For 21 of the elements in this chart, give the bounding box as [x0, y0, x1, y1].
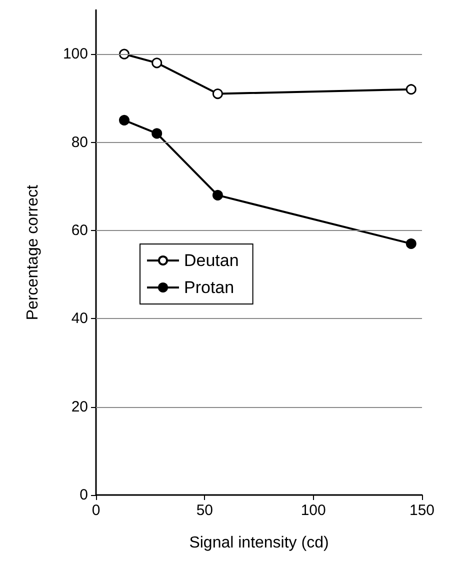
- legend-label: Deutan: [184, 251, 239, 270]
- y-axis-title: Percentage correct: [24, 184, 42, 320]
- x-axis-title: Signal intensity (cd): [189, 534, 329, 552]
- x-tick-label: 50: [196, 502, 214, 519]
- point: [152, 128, 162, 139]
- point: [406, 84, 416, 95]
- x-tick-label: 100: [300, 502, 326, 519]
- point: [212, 190, 223, 200]
- x-tick-label: 150: [409, 502, 435, 519]
- y-tick-label: 0: [80, 486, 88, 504]
- y-tick-label: 100: [62, 46, 88, 63]
- y-tick-label: 60: [71, 222, 88, 239]
- point: [212, 88, 223, 100]
- y-tick-label: 40: [71, 310, 88, 328]
- x-tick-label: 0: [92, 502, 100, 519]
- point: [152, 58, 162, 68]
- point: [406, 238, 416, 249]
- point: [119, 114, 130, 126]
- legend-label: Protan: [184, 278, 234, 297]
- y-tick-label: 20: [71, 398, 88, 416]
- y-tick-label: 80: [71, 134, 88, 151]
